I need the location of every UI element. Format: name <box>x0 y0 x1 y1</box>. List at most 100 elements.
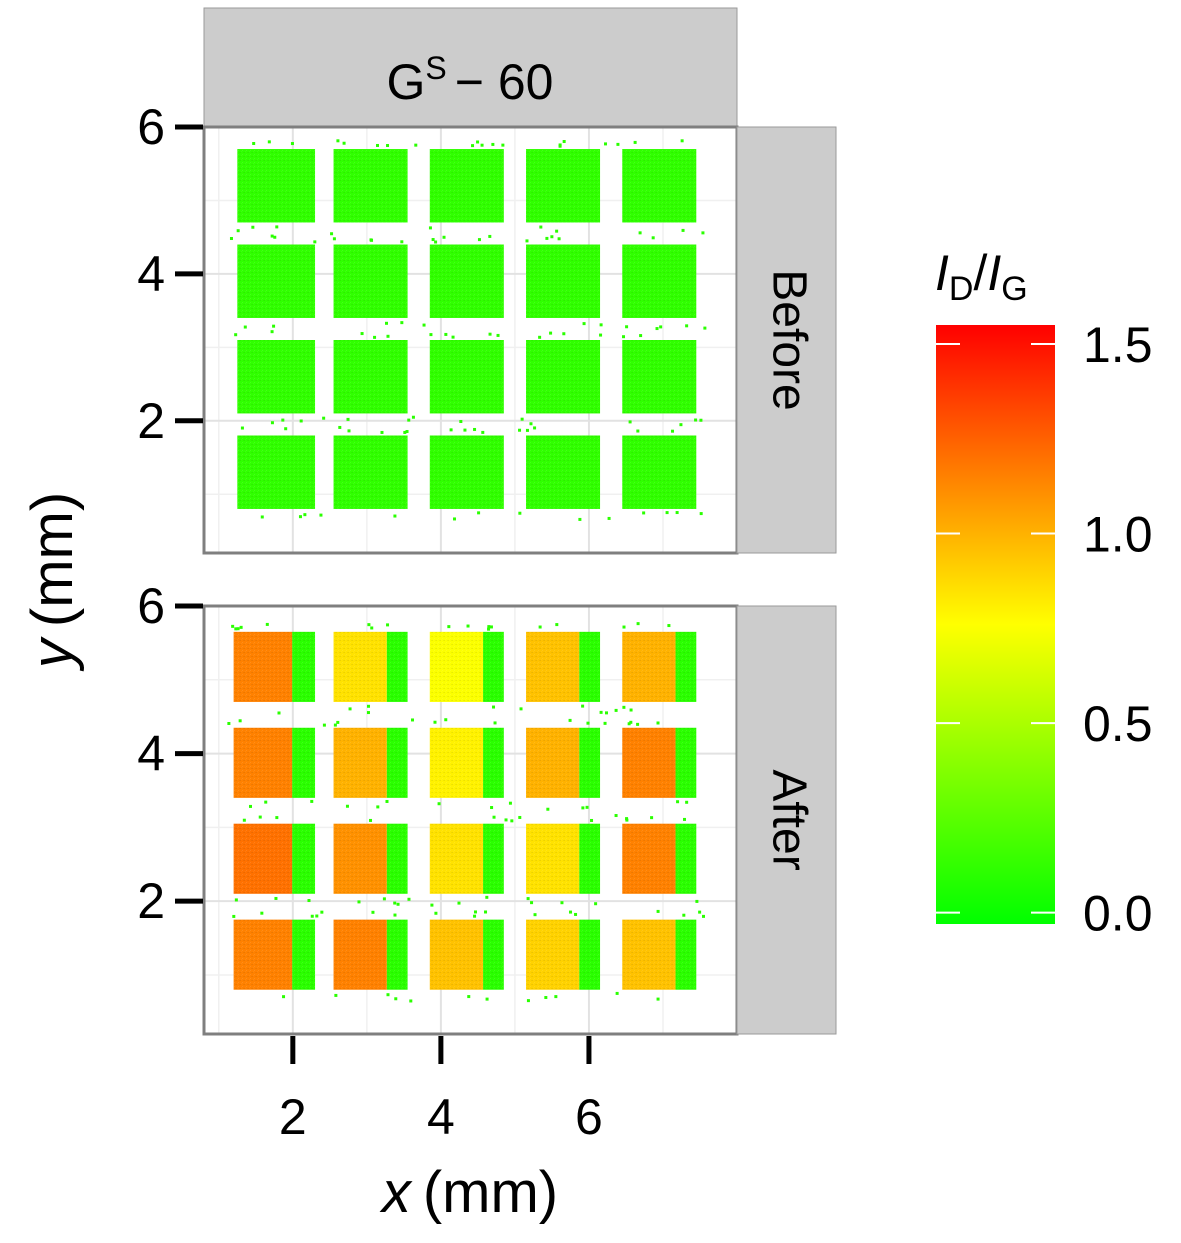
stray-point <box>434 911 438 915</box>
stray-point <box>694 418 698 422</box>
stray-point <box>699 512 703 516</box>
map-cell <box>237 435 316 509</box>
stray-point <box>407 897 411 901</box>
stray-point <box>251 225 255 229</box>
stray-point <box>342 141 346 145</box>
stray-point <box>466 624 470 628</box>
stray-point <box>569 910 573 914</box>
map-cell <box>333 435 408 509</box>
stray-point <box>492 815 496 819</box>
stray-point <box>519 707 523 711</box>
stray-point <box>444 718 448 722</box>
map-cell-texture <box>233 631 316 702</box>
map-cell-texture <box>526 244 601 318</box>
map-cell <box>333 149 408 223</box>
stray-point <box>322 723 326 727</box>
stray-point <box>319 513 323 517</box>
stray-point <box>622 335 626 339</box>
stray-point <box>273 235 277 239</box>
stray-point <box>518 511 522 515</box>
stray-point <box>373 335 377 339</box>
stray-point <box>599 323 603 327</box>
map-cell-texture <box>526 919 601 990</box>
stray-point <box>616 142 620 146</box>
stray-point <box>332 237 336 241</box>
stray-point <box>313 240 317 244</box>
stray-point <box>265 622 269 626</box>
stray-point <box>682 913 686 917</box>
stray-point <box>656 997 660 1001</box>
stray-point <box>480 143 484 147</box>
map-cell <box>237 340 316 414</box>
map-cell-texture <box>237 149 316 223</box>
stray-point <box>310 914 314 918</box>
stray-point <box>594 902 598 906</box>
stray-point <box>642 511 646 515</box>
stray-point <box>581 704 585 708</box>
stray-point <box>484 910 488 914</box>
map-cell-texture <box>233 823 316 894</box>
map-cell-texture <box>526 631 601 702</box>
stray-point <box>629 720 633 724</box>
map-cell <box>233 631 316 702</box>
map-cell-texture <box>622 631 697 702</box>
stray-point <box>243 325 247 329</box>
map-cell <box>429 435 504 509</box>
stray-point <box>393 901 397 905</box>
stray-point <box>376 805 380 809</box>
stray-point <box>444 332 448 336</box>
map-cell-texture <box>237 340 316 414</box>
stray-point <box>473 914 477 918</box>
map-cell-texture <box>622 823 697 894</box>
map-cell-texture <box>333 149 408 223</box>
map-cell <box>622 727 697 798</box>
stray-point <box>236 229 240 233</box>
stray-point <box>400 240 404 244</box>
stray-point <box>562 140 566 144</box>
map-cell-texture <box>622 340 697 414</box>
stray-point <box>546 807 550 811</box>
stray-point <box>315 914 319 918</box>
map-cell-texture <box>526 435 601 509</box>
stray-point <box>437 802 441 806</box>
stray-point <box>409 999 413 1003</box>
map-cell <box>622 340 697 414</box>
stray-point <box>699 418 703 422</box>
stray-point <box>386 144 390 148</box>
stray-point <box>490 806 494 810</box>
stray-point <box>411 415 415 419</box>
map-cell <box>233 823 316 894</box>
map-cell <box>526 244 601 318</box>
stray-point <box>530 901 534 905</box>
map-cell <box>526 919 601 990</box>
colorbar-tick-label: 0.0 <box>1083 886 1153 942</box>
stray-point <box>599 710 603 714</box>
stray-point <box>538 335 542 339</box>
stray-point <box>680 139 684 143</box>
stray-point <box>656 721 660 725</box>
colorbar-gradient <box>936 325 1055 924</box>
stray-point <box>453 517 457 521</box>
stray-point <box>336 139 340 143</box>
map-cell <box>429 823 504 894</box>
map-cell <box>429 631 504 702</box>
stray-point <box>393 913 397 917</box>
stray-point <box>348 707 352 711</box>
stray-point <box>615 991 619 995</box>
stray-point <box>533 913 537 917</box>
map-cell-texture <box>429 244 504 318</box>
map-cell-texture <box>429 435 504 509</box>
stray-point <box>400 321 404 325</box>
stray-point <box>281 418 285 422</box>
map-cell <box>333 244 408 318</box>
facet-title: GS − 60 <box>387 50 554 110</box>
stray-point <box>467 995 471 999</box>
stray-point <box>369 818 373 822</box>
map-cell <box>429 244 504 318</box>
stray-point <box>234 898 238 902</box>
map-cell-texture <box>622 435 697 509</box>
stray-point <box>369 238 373 242</box>
map-cell <box>237 244 316 318</box>
map-cell <box>333 823 408 894</box>
y-tick-label: 4 <box>137 246 165 302</box>
